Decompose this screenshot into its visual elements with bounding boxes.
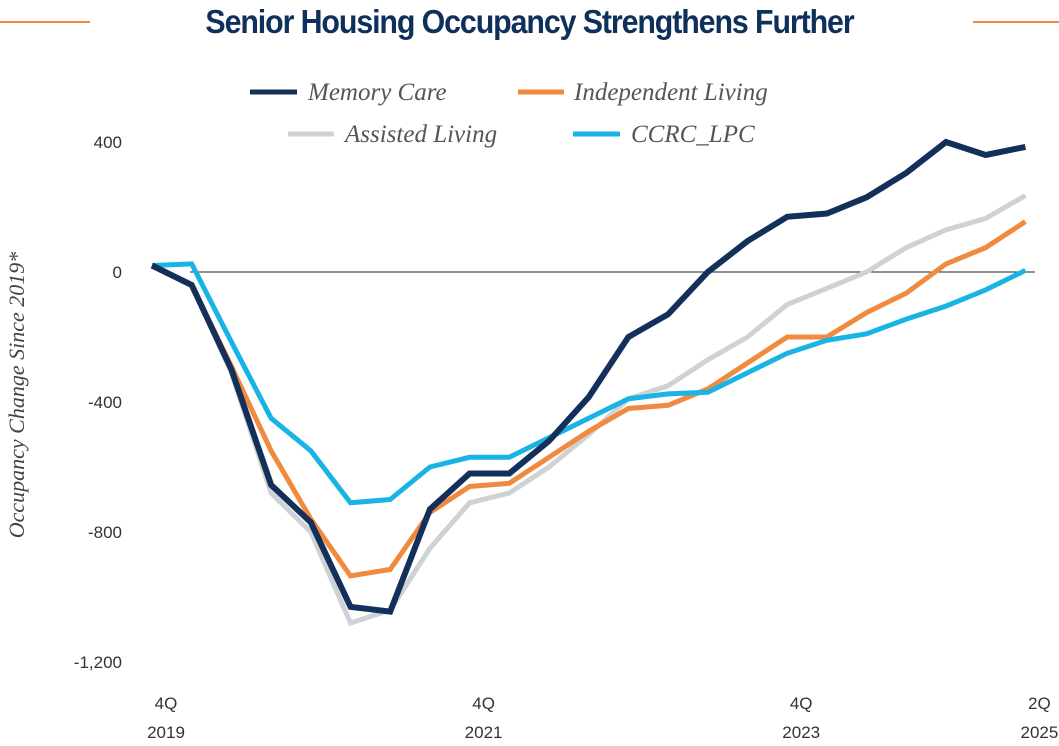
- x-tick-label: 2021: [465, 723, 503, 742]
- y-tick-label: -1,200: [74, 653, 122, 672]
- chart-title: Senior Housing Occupancy Strengthens Fur…: [205, 3, 854, 40]
- y-tick-label: -800: [88, 523, 122, 542]
- y-axis-label: Occupancy Change Since 2019*: [4, 252, 29, 539]
- y-tick-label: 400: [94, 133, 122, 152]
- series-line-ccrc-lpc: [151, 261, 1027, 506]
- x-tick-label: 2019: [147, 723, 185, 742]
- series-group: [150, 138, 1027, 627]
- y-tick-label: 0: [113, 263, 122, 282]
- x-tick-label: 4Q: [472, 694, 495, 713]
- legend-label-ccrc-lpc: CCRC_LPC: [631, 121, 755, 148]
- series-line-assisted-living: [150, 193, 1027, 627]
- title-rule-right: [973, 21, 1059, 23]
- series-line-independent-living: [150, 219, 1027, 579]
- title-rule-left: [0, 21, 90, 23]
- y-tick-label: -400: [88, 393, 122, 412]
- title-row: Senior Housing Occupancy Strengthens Fur…: [0, 0, 1059, 46]
- legend-label-memory-care: Memory Care: [307, 79, 447, 106]
- x-tick-label: 2023: [782, 723, 820, 742]
- x-tick-label: 2Q: [1028, 694, 1051, 713]
- x-tick-label: 2025: [1020, 723, 1058, 742]
- x-tick-label: 4Q: [155, 694, 178, 713]
- legend-label-independent-living: Independent Living: [573, 79, 768, 106]
- y-axis-ticks: 400 0 -400 -800 -1,200: [74, 133, 122, 672]
- series-line-memory-care: [150, 138, 1026, 615]
- legend: Memory Care Independent Living Assisted …: [250, 79, 768, 148]
- x-tick-label: 4Q: [790, 694, 813, 713]
- x-axis-ticks: 4Q 2019 4Q 2021 4Q 2023 2Q 2025: [147, 694, 1058, 742]
- legend-label-assisted-living: Assisted Living: [343, 121, 497, 148]
